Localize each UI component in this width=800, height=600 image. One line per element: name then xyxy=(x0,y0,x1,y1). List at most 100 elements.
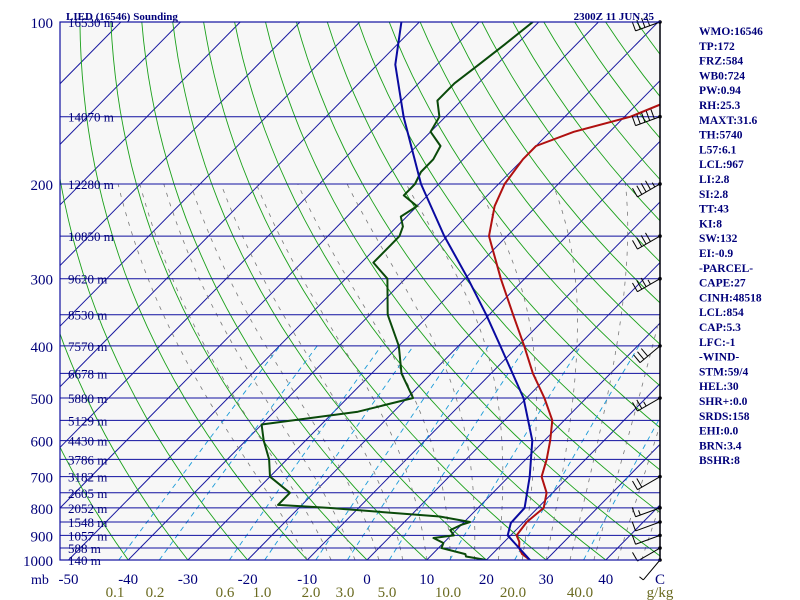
height-label: 12280 m xyxy=(68,177,114,192)
wind-barb-staff xyxy=(639,345,661,364)
temperature-tick-label: -40 xyxy=(118,572,138,588)
wind-barb-feather xyxy=(631,521,637,532)
height-label: 8530 m xyxy=(68,308,107,323)
temperature-tick-label: -10 xyxy=(297,572,317,588)
mixing-ratio-line xyxy=(347,345,489,560)
height-label: 6678 m xyxy=(68,366,107,381)
wind-barb-feather xyxy=(631,116,637,126)
dry-adiabat-line xyxy=(141,22,428,560)
wind-barb-staff xyxy=(637,397,661,412)
wind-barb-feather xyxy=(645,232,651,242)
dry-adiabat-line xyxy=(60,446,129,560)
index-line: WMO:16546 xyxy=(699,26,763,38)
mixing-ratio-line xyxy=(229,345,382,560)
wind-barb-feather xyxy=(645,180,651,190)
wind-barb-feather xyxy=(641,112,646,123)
isotherm-line xyxy=(60,22,360,327)
mixing-ratio-line xyxy=(388,345,527,560)
isotherm-line xyxy=(545,443,660,560)
height-label: 3786 m xyxy=(68,452,107,467)
dry-adiabat-line xyxy=(357,22,660,429)
index-line: CINH:48518 xyxy=(699,292,762,304)
pressure-tick-label: 1000 xyxy=(23,554,53,570)
index-line: MAXT:31.6 xyxy=(699,115,757,127)
temperature-tick-label: -30 xyxy=(178,572,198,588)
dry-adiabat-line xyxy=(265,22,660,557)
chart-title: LIED (16546) Sounding xyxy=(66,11,178,23)
moist-adiabat-line xyxy=(405,183,504,560)
wind-barb-half-feather xyxy=(638,510,641,516)
height-label: 140 m xyxy=(68,553,101,568)
wind-barb-feather xyxy=(645,110,651,121)
moist-adiabat-line xyxy=(256,183,428,560)
index-line: LFC:-1 xyxy=(699,337,736,349)
temperature-tick-label: 10 xyxy=(419,572,434,588)
pressure-tick-label: 200 xyxy=(31,178,54,194)
isotherm-line xyxy=(60,22,420,388)
wind-barb-staff xyxy=(637,278,661,293)
isotherm-line xyxy=(247,140,660,560)
dewpoint-line xyxy=(260,22,534,560)
wind-barb-staff xyxy=(635,116,661,127)
temperature-tick-label: C xyxy=(655,572,665,588)
index-line: STM:59/4 xyxy=(699,366,748,378)
temperature-axis-labels: -50 -40 -30 -20 -10 0 10 20 30 40 C xyxy=(59,572,666,588)
wind-barb-feather xyxy=(636,478,643,488)
isotherm-line xyxy=(68,22,599,560)
isotherm-line xyxy=(60,22,181,146)
index-line: LI:2.8 xyxy=(699,174,730,186)
pressure-tick-label: 500 xyxy=(31,392,54,408)
pressure-tick-label: 600 xyxy=(31,435,54,451)
height-label: 1057 m xyxy=(68,528,107,543)
height-label: 3182 m xyxy=(68,470,107,485)
isotherm-line xyxy=(60,22,301,267)
sounding-series xyxy=(260,22,660,560)
index-line: LCL:854 xyxy=(699,307,744,319)
mixing-ratio-line xyxy=(514,345,640,560)
height-label: 7570 m xyxy=(68,339,107,354)
index-line: LCL:967 xyxy=(699,159,744,171)
wind-barb-feather xyxy=(632,282,638,292)
mixing-ratio-label: 40.0 xyxy=(567,585,593,600)
dry-adiabat-line xyxy=(543,22,660,181)
temperature-tick-label: 20 xyxy=(479,572,494,588)
index-line: CAP:5.3 xyxy=(699,322,741,334)
wind-barb-staff xyxy=(635,521,661,532)
isotherm-line xyxy=(60,22,480,449)
pressure-tick-label: 100 xyxy=(31,16,54,32)
pressure-tick-label: 400 xyxy=(31,340,54,356)
temperature-tick-label: 30 xyxy=(539,572,554,588)
height-label: 5129 m xyxy=(68,413,107,428)
dry-adiabat-line xyxy=(79,22,308,560)
temperature-tick-label: -50 xyxy=(59,572,79,588)
mixing-ratio-label: 0.2 xyxy=(146,585,165,600)
index-line: EI:-0.9 xyxy=(699,248,733,260)
mixing-ratio-label: 2.0 xyxy=(302,585,321,600)
wind-barb-staff xyxy=(637,183,661,198)
plot-area xyxy=(60,22,660,560)
height-labels: 16530 m 14070 m 12280 m 10850 m 9620 m 8530 m… xyxy=(68,15,114,568)
wind-barb-half-feather xyxy=(651,182,656,188)
height-label: 10850 m xyxy=(68,229,114,244)
mixing-ratio-label: 10.0 xyxy=(435,585,461,600)
moist-adiabat-line xyxy=(346,183,476,560)
dry-adiabat-line xyxy=(234,22,607,560)
dry-adiabat-line xyxy=(172,22,487,560)
isotherm-line xyxy=(306,201,660,560)
wind-barb-feather xyxy=(650,109,655,119)
dry-adiabat-line xyxy=(481,22,660,263)
isotherm-line xyxy=(127,22,659,560)
index-line: FRZ:584 xyxy=(699,56,743,68)
index-line: EHI:0.0 xyxy=(699,426,739,438)
wind-barb-staff xyxy=(635,21,661,32)
height-label: 2605 m xyxy=(68,486,107,501)
wind-barb-feather xyxy=(632,402,638,412)
wind-barb-feather xyxy=(640,348,649,357)
wind-barb-feather xyxy=(632,240,638,250)
index-panel: WMO:16546 TP:172 FRZ:584 WB0:724 PW:0.94 RH:2… xyxy=(699,26,763,467)
isobar-grid xyxy=(60,21,660,561)
pressure-axis-labels: 100 200 300 400 500 600 700 800 900 1000 xyxy=(23,16,53,570)
index-line: L57:6.1 xyxy=(699,144,737,156)
dry-adiabat-grid xyxy=(60,22,660,560)
